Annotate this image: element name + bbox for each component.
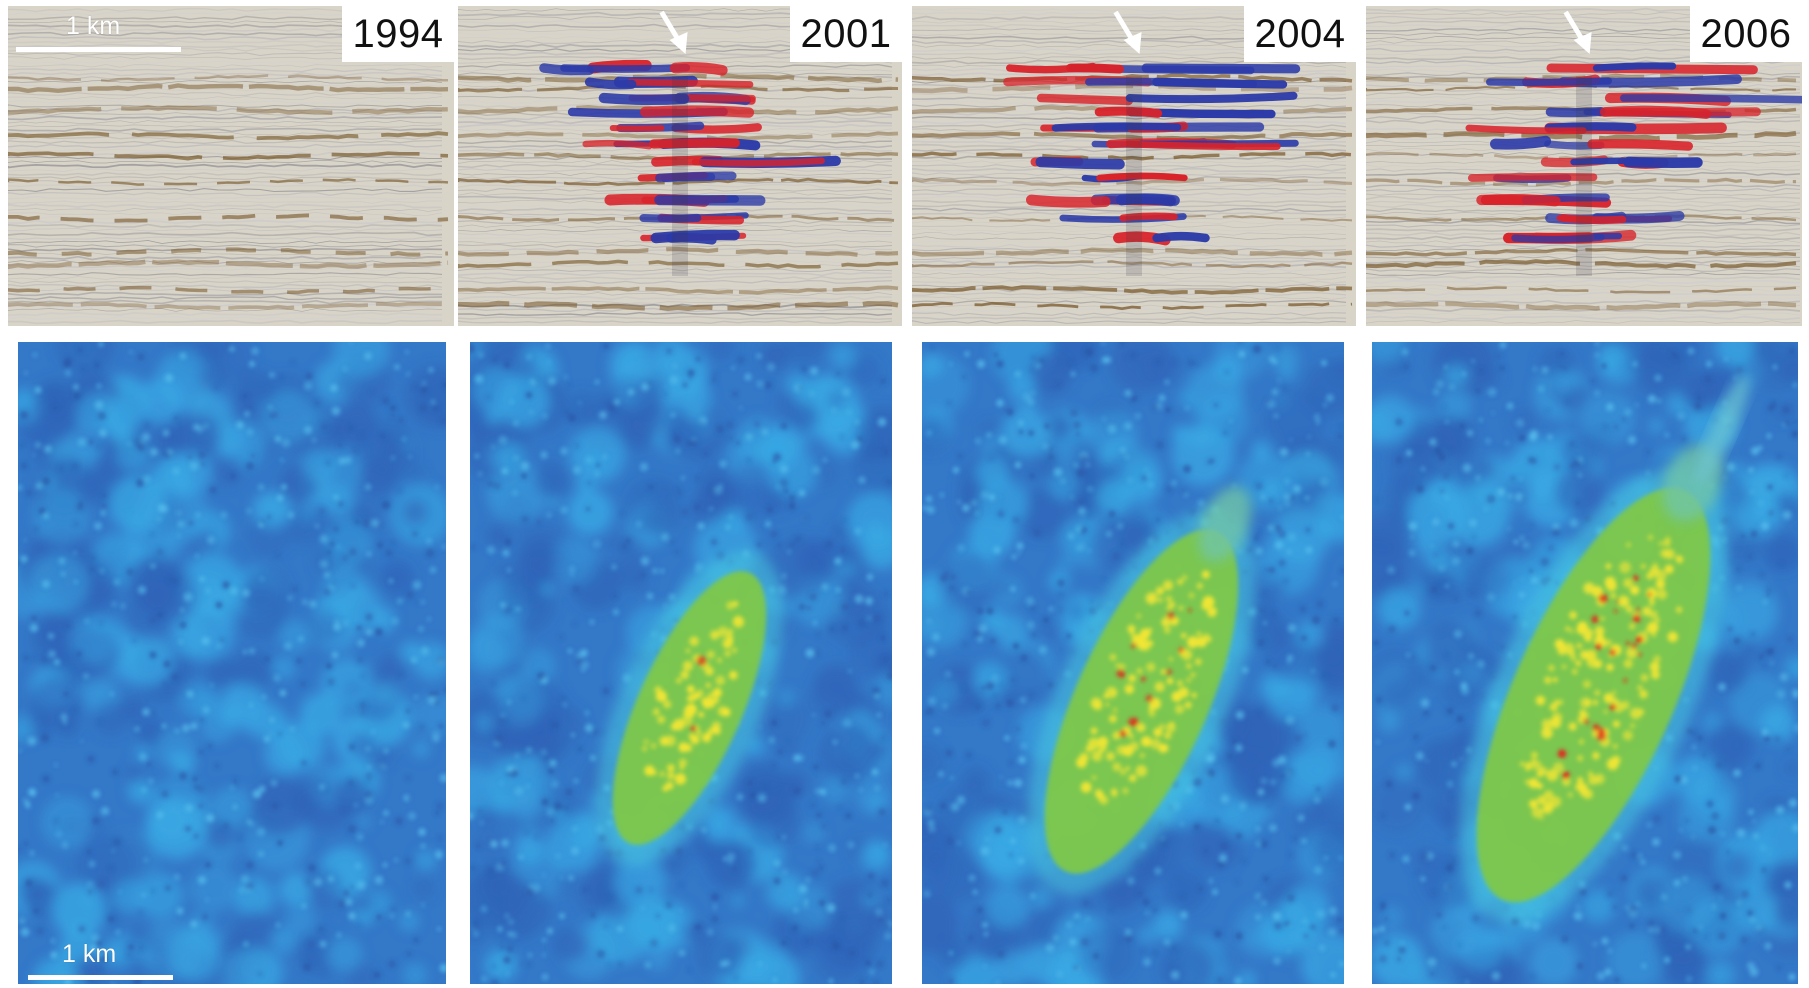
map-image <box>922 342 1344 984</box>
scale-bar-line <box>28 975 173 980</box>
scale-bar-top: 1 km <box>16 12 181 52</box>
year-label: 2004 <box>1244 6 1356 62</box>
seismic-section-2004: 2004 <box>912 6 1356 326</box>
scale-bar-bottom: 1 km <box>28 940 173 980</box>
map-image <box>470 342 892 984</box>
map-image <box>18 342 446 984</box>
year-label: 2001 <box>790 6 902 62</box>
amplitude-map-1994: 1 km <box>18 342 446 984</box>
amplitude-map-2006 <box>1372 342 1798 984</box>
seismic-image <box>1366 6 1802 326</box>
scale-bar-label: 1 km <box>62 940 117 968</box>
scale-bar-label: 1 km <box>66 12 121 40</box>
seismic-section-2001: 2001 <box>458 6 902 326</box>
amplitude-map-2001 <box>470 342 892 984</box>
seismic-section-1994: 1994 1 km <box>8 6 454 326</box>
year-label: 1994 <box>342 6 454 62</box>
scale-bar-line <box>16 47 181 52</box>
seismic-section-2006: 2006 <box>1366 6 1802 326</box>
year-label: 2006 <box>1690 6 1802 62</box>
map-image <box>1372 342 1798 984</box>
amplitude-map-2004 <box>922 342 1344 984</box>
